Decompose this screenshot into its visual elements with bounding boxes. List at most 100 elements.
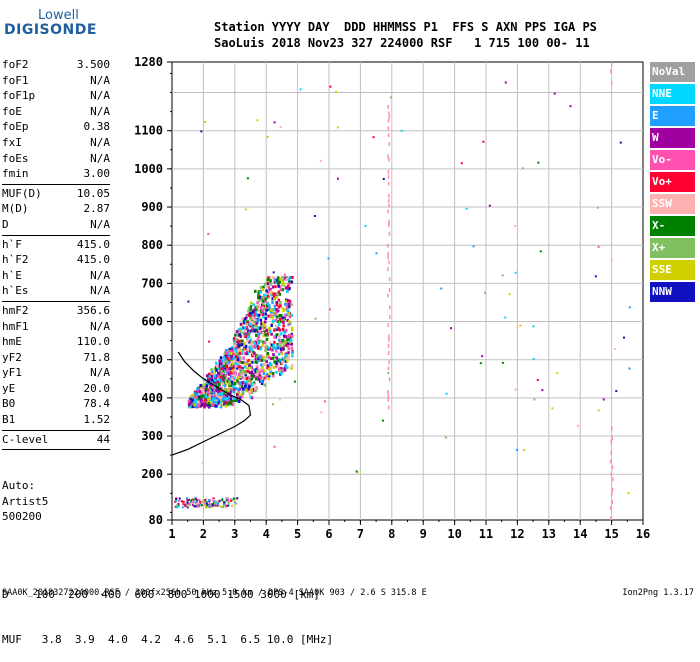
echo-point [387,322,389,327]
echo-point [615,390,618,393]
echo-point [228,362,231,366]
echo-point [226,349,230,353]
echo-point [271,320,275,324]
echo-point [218,392,221,396]
echo-point [267,285,270,289]
echo-point [220,389,224,393]
echo-point [254,386,257,390]
echo-point [257,332,261,336]
echo-point [610,505,612,510]
echo-point [245,376,249,380]
echo-point [259,347,262,351]
muf-distance-row: D 100 200 400 600 800 1000 1500 3000 [km… [2,588,320,601]
echo-point [387,389,389,394]
echo-point [222,362,226,366]
echo-point [214,500,217,503]
echo-point [228,348,232,352]
echo-point [220,369,223,373]
echo-point [275,328,279,332]
echo-point [277,298,281,302]
echo-point [235,399,238,403]
echo-point [270,308,273,312]
echo-point [277,364,280,368]
echo-point [291,275,294,279]
echo-point [249,311,252,315]
echo-point [275,363,279,367]
echo-point [262,372,266,376]
echo-point [190,499,193,502]
echo-point [237,342,240,346]
echo-point [335,90,338,93]
echo-point [257,335,261,339]
param-key: foEs [2,151,29,165]
echo-point [247,347,251,351]
echo-point [210,381,213,385]
echo-point [387,118,390,123]
echo-point [184,503,187,506]
echo-point [243,341,246,345]
x-tick-label: 8 [388,527,395,541]
echo-point [247,369,250,373]
echo-point [189,397,193,401]
echo-point [223,380,226,384]
echo-point [175,498,178,501]
echo-point [291,350,294,354]
param-value: 44 [96,432,110,446]
echo-point [249,329,253,333]
echo-point [215,392,218,396]
param-row: h`Es N/A [2,283,110,299]
echo-point [227,386,231,390]
echo-point [232,380,236,384]
echo-point [281,357,285,361]
echo-point [223,367,227,371]
echo-point [482,140,485,143]
echo-point [281,369,284,373]
echo-point [388,360,390,365]
echo-point [202,499,205,502]
echo-point [178,497,181,500]
echo-point [388,219,391,224]
param-row: yF1 N/A [2,365,110,381]
echo-point [257,330,260,334]
echo-point [221,365,225,369]
echo-point [194,404,198,408]
echo-point [271,300,274,304]
echo-point [204,394,208,398]
echo-point [221,497,224,500]
echo-point [388,305,391,310]
echo-point [275,307,278,311]
echo-point [267,355,271,359]
echo-point [610,491,613,496]
echo-point [387,243,389,248]
echo-point [253,351,256,355]
echo-point [251,360,254,364]
echo-point [275,315,279,319]
echo-point [287,302,291,306]
echo-point [627,492,630,495]
echo-point [200,130,203,133]
echo-point [252,317,255,321]
echo-point [263,383,267,387]
echo-point [228,378,232,382]
echo-point [227,499,230,502]
echo-point [231,369,234,373]
echo-point [214,376,217,380]
echo-point [247,379,251,383]
color-legend: NoVal NNE E W Vo- Vo+ SSW X- X+ SSE NNW [650,62,695,304]
echo-point [244,359,248,363]
echo-point [272,311,276,315]
param-row: h`F2 415.0 [2,252,110,268]
echo-point [250,396,254,400]
echo-point [192,401,196,405]
echo-point [224,381,228,385]
echo-point [247,387,250,391]
echo-point [231,345,234,349]
echo-point [219,375,223,379]
echo-point [285,299,288,303]
echo-point [201,394,205,398]
echo-point [218,359,222,363]
echo-point [387,170,390,175]
echo-point [269,341,272,345]
echo-point [232,385,236,389]
echo-point [207,377,210,381]
